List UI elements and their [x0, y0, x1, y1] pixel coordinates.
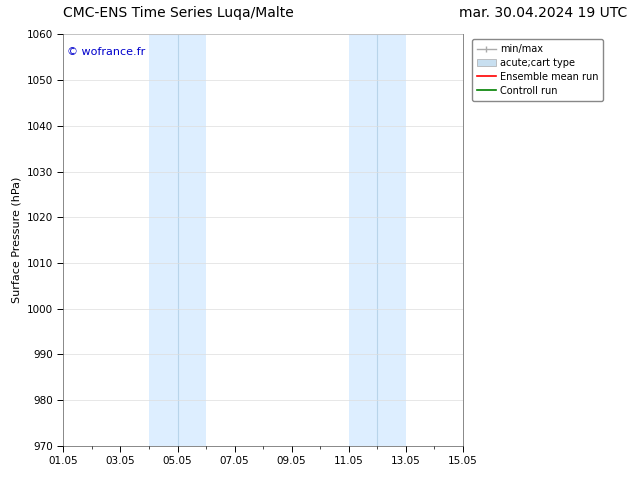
Legend: min/max, acute;cart type, Ensemble mean run, Controll run: min/max, acute;cart type, Ensemble mean … [472, 39, 603, 100]
Y-axis label: Surface Pressure (hPa): Surface Pressure (hPa) [11, 177, 21, 303]
Text: CMC-ENS Time Series Luqa/Malte: CMC-ENS Time Series Luqa/Malte [63, 5, 294, 20]
Text: © wofrance.fr: © wofrance.fr [67, 47, 146, 57]
Bar [149, 34, 206, 446]
Bar [349, 34, 406, 446]
Text: mar. 30.04.2024 19 UTC: mar. 30.04.2024 19 UTC [460, 5, 628, 20]
